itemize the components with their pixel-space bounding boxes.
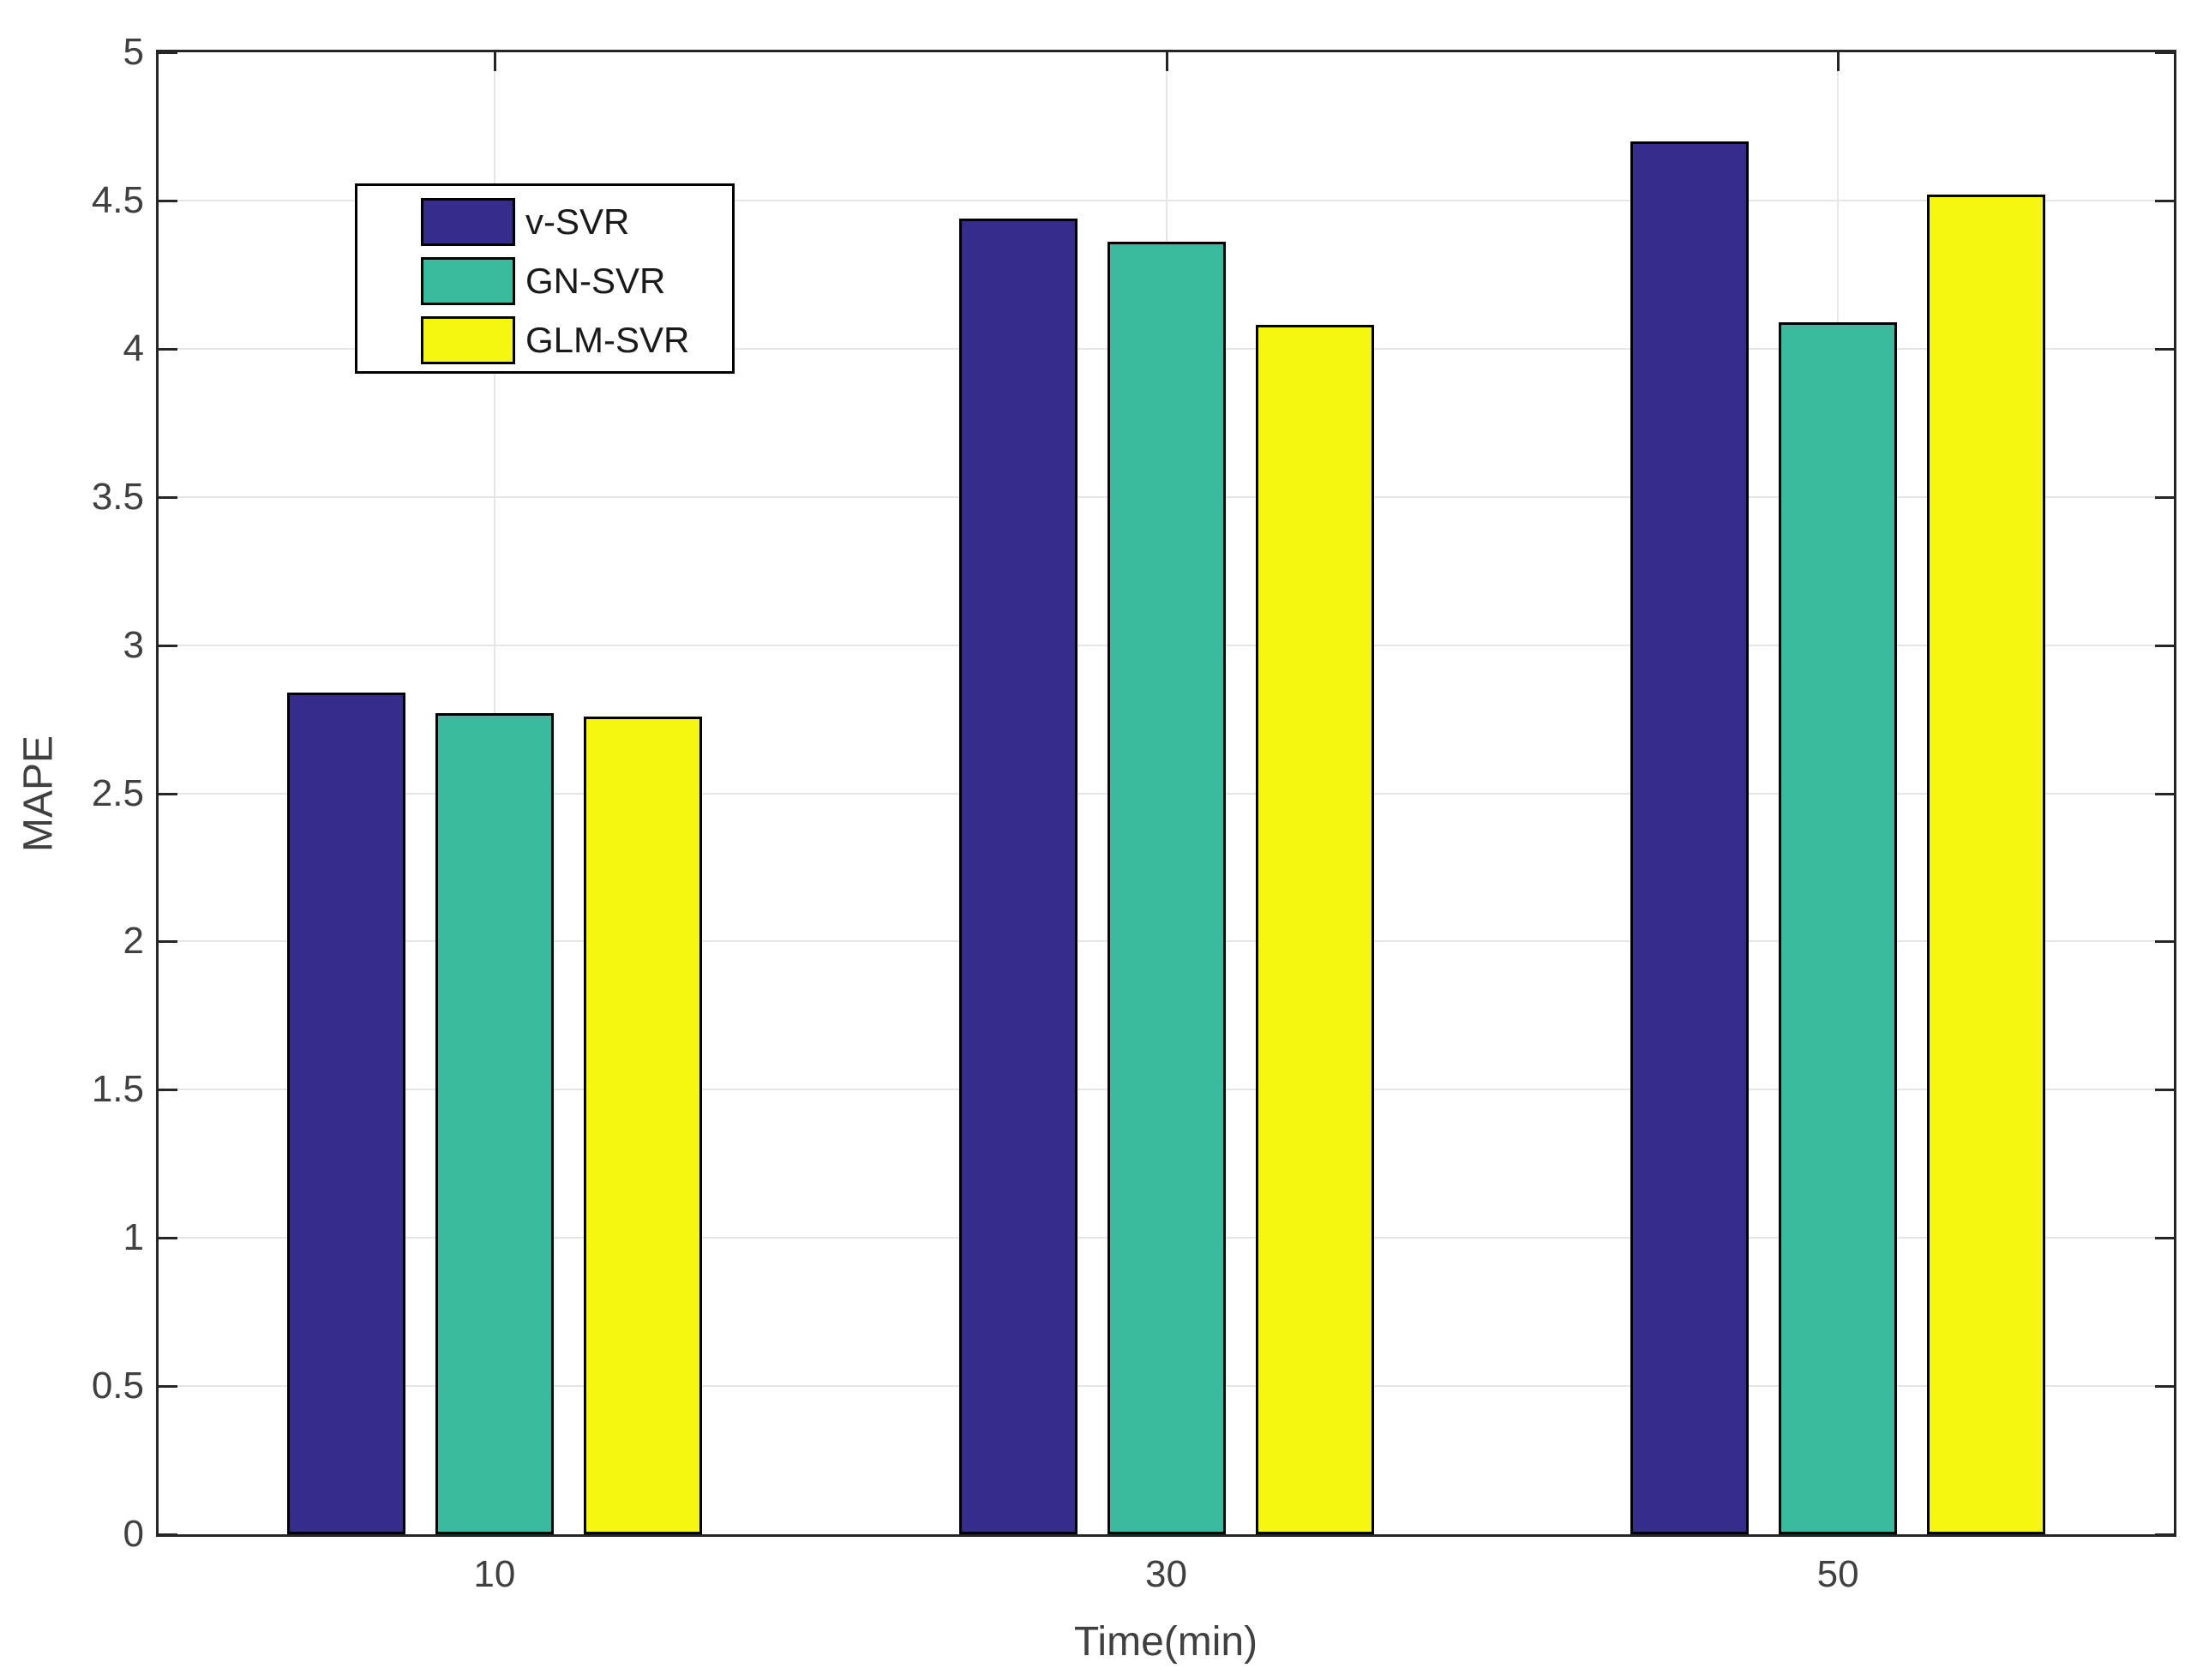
y-tick-label: 3 bbox=[123, 623, 144, 666]
y-tick-mark bbox=[2155, 199, 2174, 202]
y-tick-mark bbox=[159, 347, 177, 351]
bar-gn-svr-50 bbox=[1779, 321, 1898, 1534]
y-tick-label: 1.5 bbox=[91, 1068, 144, 1111]
y-tick-label: 4 bbox=[123, 327, 144, 369]
y-tick-mark bbox=[2155, 1089, 2174, 1092]
y-tick-label: 4.5 bbox=[91, 178, 144, 221]
bar-gn-svr-30 bbox=[1107, 242, 1226, 1534]
bar-v-svr-10 bbox=[286, 692, 405, 1534]
y-tick-mark bbox=[2155, 495, 2174, 499]
y-tick-mark bbox=[159, 792, 177, 795]
y-tick-label: 3.5 bbox=[91, 475, 144, 518]
y-tick-label: 5 bbox=[123, 31, 144, 73]
legend-entry-v-svr: v-SVR bbox=[357, 198, 732, 246]
legend: v-SVR GN-SVR GLM-SVR bbox=[355, 183, 735, 374]
x-axis-label: Time(min) bbox=[1073, 1619, 1258, 1665]
y-tick-label: 0 bbox=[123, 1513, 144, 1555]
legend-label: v-SVR bbox=[525, 201, 630, 242]
y-tick-mark bbox=[159, 199, 177, 202]
y-tick-mark bbox=[2155, 940, 2174, 944]
legend-swatch-gn-svr bbox=[421, 257, 515, 305]
legend-label: GLM-SVR bbox=[525, 320, 690, 360]
y-tick-mark bbox=[2155, 1385, 2174, 1389]
y-tick-mark bbox=[159, 644, 177, 647]
y-tick-mark bbox=[2155, 644, 2174, 647]
y-tick-mark bbox=[2155, 1533, 2174, 1536]
x-tick-label: 10 bbox=[473, 1553, 516, 1595]
y-tick-mark bbox=[159, 495, 177, 499]
x-tick-label: 30 bbox=[1145, 1553, 1187, 1595]
y-tick-mark bbox=[2155, 347, 2174, 351]
x-tick-mark bbox=[1837, 52, 1840, 71]
bar-glm-svr-10 bbox=[583, 716, 702, 1534]
legend-entry-glm-svr: GLM-SVR bbox=[357, 316, 732, 364]
y-tick-mark bbox=[159, 51, 177, 54]
y-tick-label: 2.5 bbox=[91, 771, 144, 814]
bar-glm-svr-50 bbox=[1927, 194, 2046, 1534]
y-tick-mark bbox=[2155, 1237, 2174, 1240]
x-tick-mark bbox=[493, 52, 496, 71]
plot-area: v-SVR GN-SVR GLM-SVR bbox=[156, 50, 2176, 1537]
y-tick-mark bbox=[2155, 51, 2174, 54]
legend-label: GN-SVR bbox=[525, 261, 666, 301]
legend-entry-gn-svr: GN-SVR bbox=[357, 257, 732, 305]
y-tick-mark bbox=[159, 1089, 177, 1092]
x-tick-mark bbox=[1165, 52, 1168, 71]
y-tick-mark bbox=[2155, 792, 2174, 795]
legend-swatch-v-svr bbox=[421, 198, 515, 246]
y-tick-mark bbox=[159, 1533, 177, 1536]
y-tick-mark bbox=[159, 940, 177, 944]
y-tick-label: 2 bbox=[123, 920, 144, 963]
y-tick-mark bbox=[159, 1237, 177, 1240]
bar-v-svr-30 bbox=[958, 218, 1077, 1534]
x-tick-label: 50 bbox=[1816, 1553, 1859, 1595]
bar-glm-svr-30 bbox=[1255, 325, 1374, 1534]
bar-v-svr-50 bbox=[1630, 141, 1750, 1534]
y-tick-label: 1 bbox=[123, 1216, 144, 1259]
legend-swatch-glm-svr bbox=[421, 316, 515, 364]
y-tick-label: 0.5 bbox=[91, 1365, 144, 1407]
bar-gn-svr-10 bbox=[435, 713, 554, 1534]
y-tick-mark bbox=[159, 1385, 177, 1389]
